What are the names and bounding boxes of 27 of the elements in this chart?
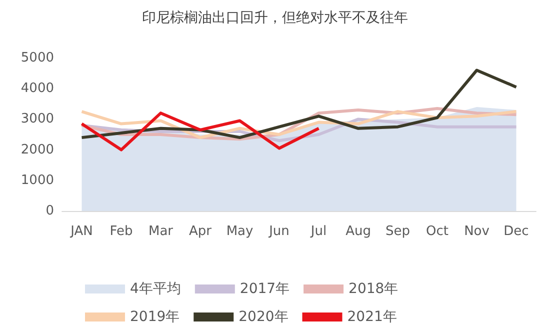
x-tick-label: Aug xyxy=(346,224,371,239)
x-tick-label: Nov xyxy=(464,224,490,239)
legend-label: 2020年 xyxy=(238,309,288,325)
y-tick-label: 3000 xyxy=(20,112,54,127)
y-tick-label: 0 xyxy=(46,204,54,218)
x-tick-label: Feb xyxy=(110,224,133,239)
x-tick-label: Oct xyxy=(426,224,448,239)
y-tick-label: 2000 xyxy=(20,142,54,158)
legend-label: 4年平均 xyxy=(130,281,181,297)
legend-label: 2017年 xyxy=(240,281,290,297)
y-tick-label: 1000 xyxy=(20,172,54,188)
x-tick-label: Mar xyxy=(148,224,174,239)
x-tick-label: JAN xyxy=(70,224,93,239)
legend-label: 2021年 xyxy=(347,309,397,325)
y-tick-label: 5000 xyxy=(20,50,54,66)
x-tick-label: Sep xyxy=(385,224,410,239)
x-tick-label: Jul xyxy=(310,224,327,239)
line-series xyxy=(80,112,320,152)
x-tick-label: May xyxy=(226,224,254,239)
x-tick-label: Apr xyxy=(189,224,212,239)
legend-label: 2018年 xyxy=(348,281,398,297)
line-series xyxy=(80,68,518,140)
y-tick-label: 4000 xyxy=(20,81,54,96)
x-tick-label: Dec xyxy=(504,224,529,239)
legend-label: 2019年 xyxy=(130,309,180,325)
chart-title: 印尼棕榈油出口回升，但绝对水平不及往年 xyxy=(142,10,408,26)
x-tick-label: Jun xyxy=(268,224,290,239)
